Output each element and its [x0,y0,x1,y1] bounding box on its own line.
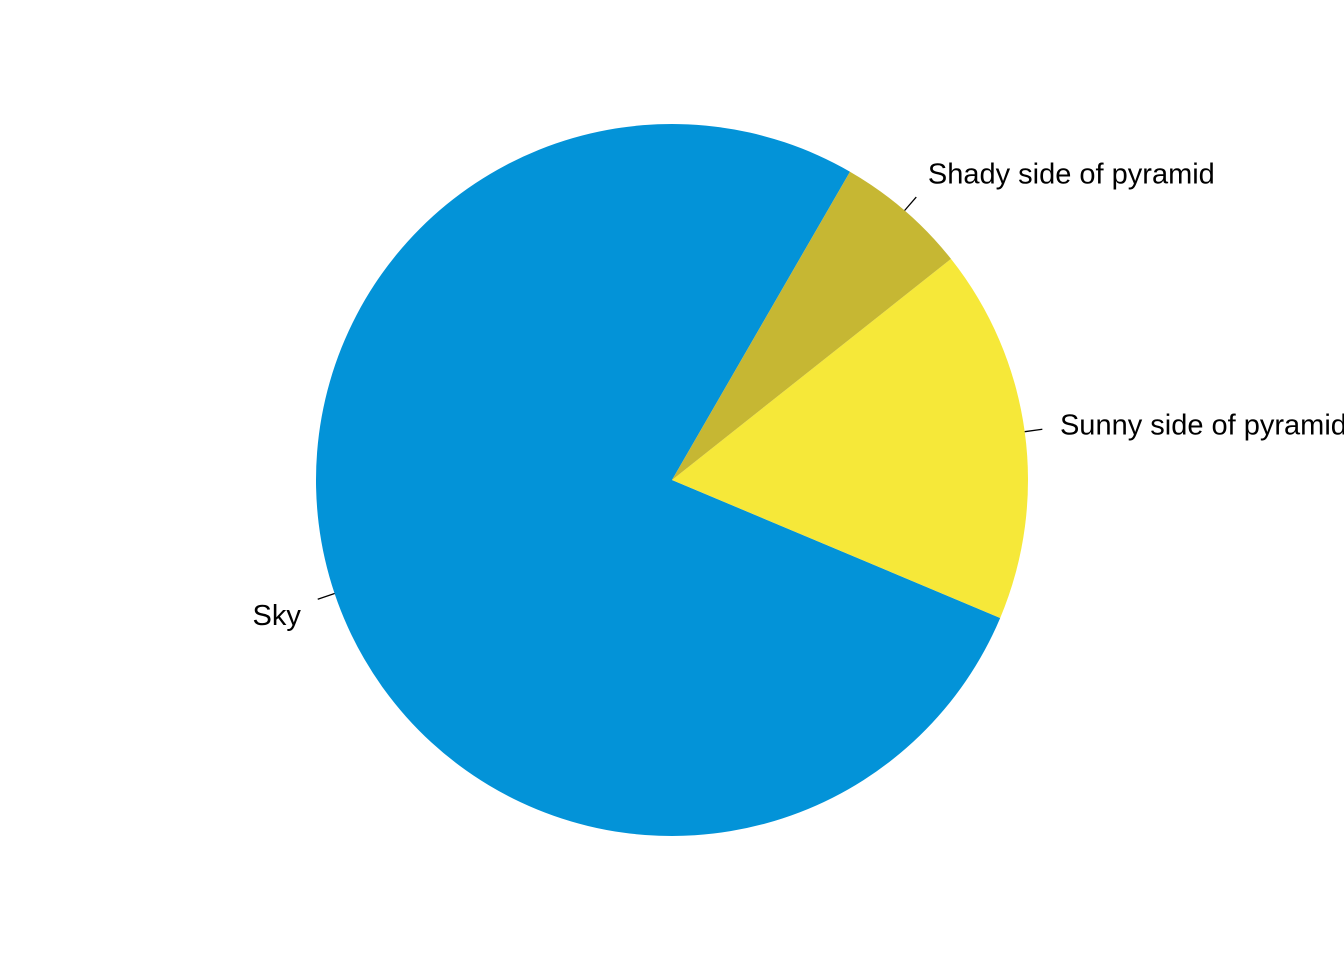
pie-label-sunny-side-of-pyramid: Sunny side of pyramid [1060,410,1344,442]
leader-line-shady-side-of-pyramid [904,196,917,211]
pie-slice-sunny-side-of-pyramid [672,258,1028,618]
pie-slice-shady-side-of-pyramid [672,171,951,481]
pie-leader-lines [317,196,1043,600]
pie-label-shady-side-of-pyramid: Shady side of pyramid [928,159,1215,191]
pie-slice-sky [316,124,1001,837]
pie-slices [316,124,1028,837]
leader-line-sunny-side-of-pyramid [1024,428,1043,433]
pie-labels: Sky Sunny side of pyramid Shady side of py… [253,159,1344,632]
pie-label-sky: Sky [253,600,302,632]
leader-line-sky [317,592,335,600]
